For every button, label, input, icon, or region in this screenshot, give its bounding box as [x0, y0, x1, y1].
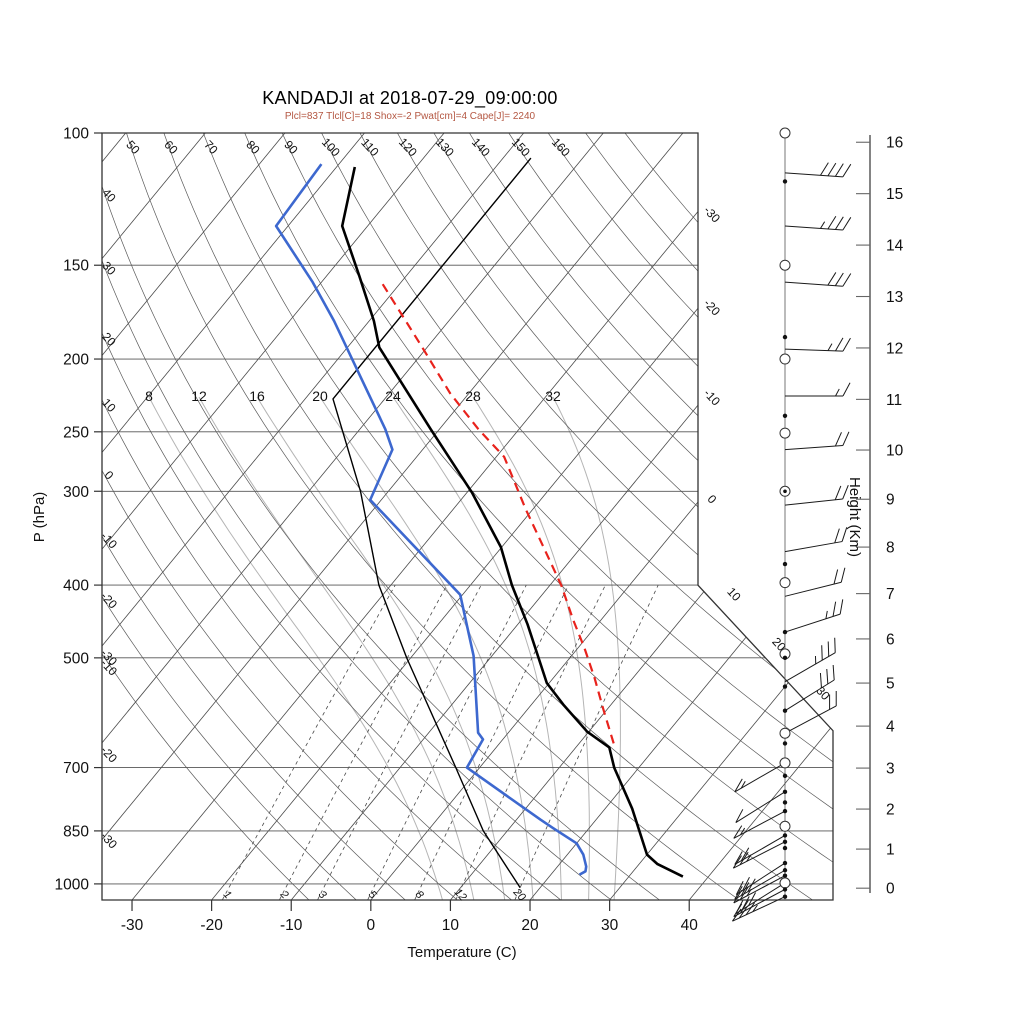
svg-text:10: 10: [724, 585, 744, 605]
svg-text:40: 40: [681, 917, 699, 934]
sounding-profiles: [274, 157, 684, 889]
svg-text:0: 0: [367, 917, 376, 934]
dewpoint-profile: [274, 163, 588, 876]
svg-text:90: 90: [281, 138, 301, 158]
svg-text:12: 12: [191, 388, 207, 404]
parcel-path: [381, 283, 616, 748]
svg-text:250: 250: [63, 424, 89, 441]
svg-text:8: 8: [145, 388, 153, 404]
svg-text:5: 5: [886, 676, 895, 693]
svg-text:10: 10: [886, 443, 904, 460]
svg-text:70: 70: [201, 138, 221, 158]
svg-text:140: 140: [469, 135, 493, 159]
svg-text:-20: -20: [200, 917, 223, 934]
svg-text:-10: -10: [701, 386, 723, 408]
svg-text:-20: -20: [98, 589, 120, 611]
svg-text:0: 0: [886, 881, 895, 898]
svg-text:-30: -30: [701, 203, 723, 225]
svg-text:0: 0: [102, 468, 117, 483]
svg-text:Height (Km): Height (Km): [846, 477, 863, 557]
svg-text:0: 0: [705, 492, 720, 507]
svg-text:850: 850: [63, 823, 89, 840]
svg-text:1000: 1000: [55, 876, 90, 893]
svg-text:300: 300: [63, 484, 89, 501]
svg-text:100: 100: [319, 135, 343, 159]
svg-text:Temperature (C): Temperature (C): [407, 944, 516, 961]
moist-adiabats: [148, 396, 621, 900]
svg-text:4: 4: [886, 719, 895, 736]
reference-profile: [332, 157, 532, 889]
svg-text:-10: -10: [98, 529, 120, 551]
svg-text:12: 12: [886, 340, 903, 357]
svg-text:110: 110: [358, 135, 382, 159]
svg-text:20: 20: [521, 917, 539, 934]
svg-text:130: 130: [433, 135, 457, 159]
svg-text:20: 20: [510, 886, 528, 905]
svg-text:P (hPa): P (hPa): [31, 492, 48, 543]
svg-text:80: 80: [243, 138, 263, 158]
wind-barbs: [732, 127, 852, 922]
svg-text:16: 16: [249, 388, 265, 404]
svg-text:50: 50: [123, 138, 143, 158]
svg-text:9: 9: [886, 492, 895, 509]
pressure-axis: 100 150 200 250 300 400 500 700 850 1000 P (hPa): [31, 126, 102, 893]
svg-text:-30: -30: [98, 829, 120, 851]
svg-text:13: 13: [886, 289, 903, 306]
svg-text:150: 150: [63, 258, 89, 275]
svg-text:-10: -10: [280, 917, 303, 934]
svg-text:500: 500: [63, 650, 89, 667]
svg-text:16: 16: [886, 135, 903, 152]
svg-text:28: 28: [465, 388, 481, 404]
svg-text:3: 3: [886, 761, 895, 778]
svg-text:-30: -30: [121, 917, 144, 934]
mixing-ratio-lines: [222, 584, 659, 900]
svg-text:15: 15: [886, 186, 903, 203]
svg-text:12: 12: [452, 886, 469, 903]
svg-text:8: 8: [886, 540, 895, 557]
svg-text:11: 11: [886, 392, 902, 409]
temperature-axis: -30 -20 -10 0 10 20 30 40 Temperature (C): [121, 900, 698, 961]
svg-text:200: 200: [63, 352, 89, 369]
isotherms: [102, 133, 833, 900]
plot-frame: [101, 132, 834, 901]
svg-text:30: 30: [601, 917, 619, 934]
svg-text:700: 700: [63, 760, 89, 777]
chart-title: KANDADJI at 2018-07-29_09:00:00: [262, 88, 558, 108]
svg-text:2: 2: [277, 888, 291, 901]
svg-text:-20: -20: [701, 296, 723, 318]
svg-text:2: 2: [886, 802, 895, 819]
svg-text:20: 20: [312, 388, 328, 404]
svg-text:14: 14: [886, 238, 904, 255]
svg-text:10: 10: [442, 917, 460, 934]
svg-text:32: 32: [545, 388, 561, 404]
svg-text:120: 120: [396, 135, 420, 159]
svg-text:400: 400: [63, 578, 89, 595]
pressure-gridlines: [102, 264, 833, 885]
svg-text:100: 100: [63, 126, 89, 143]
svg-text:1: 1: [886, 842, 895, 859]
svg-text:24: 24: [385, 388, 401, 404]
svg-text:6: 6: [886, 631, 895, 648]
svg-text:-20: -20: [98, 743, 120, 765]
svg-text:60: 60: [161, 138, 181, 158]
chart-subtitle: Plcl=837 Tlcl[C]=18 Shox=-2 Pwat[cm]=4 C…: [284, 111, 536, 122]
svg-text:7: 7: [886, 586, 895, 603]
temperature-profile: [340, 166, 684, 878]
